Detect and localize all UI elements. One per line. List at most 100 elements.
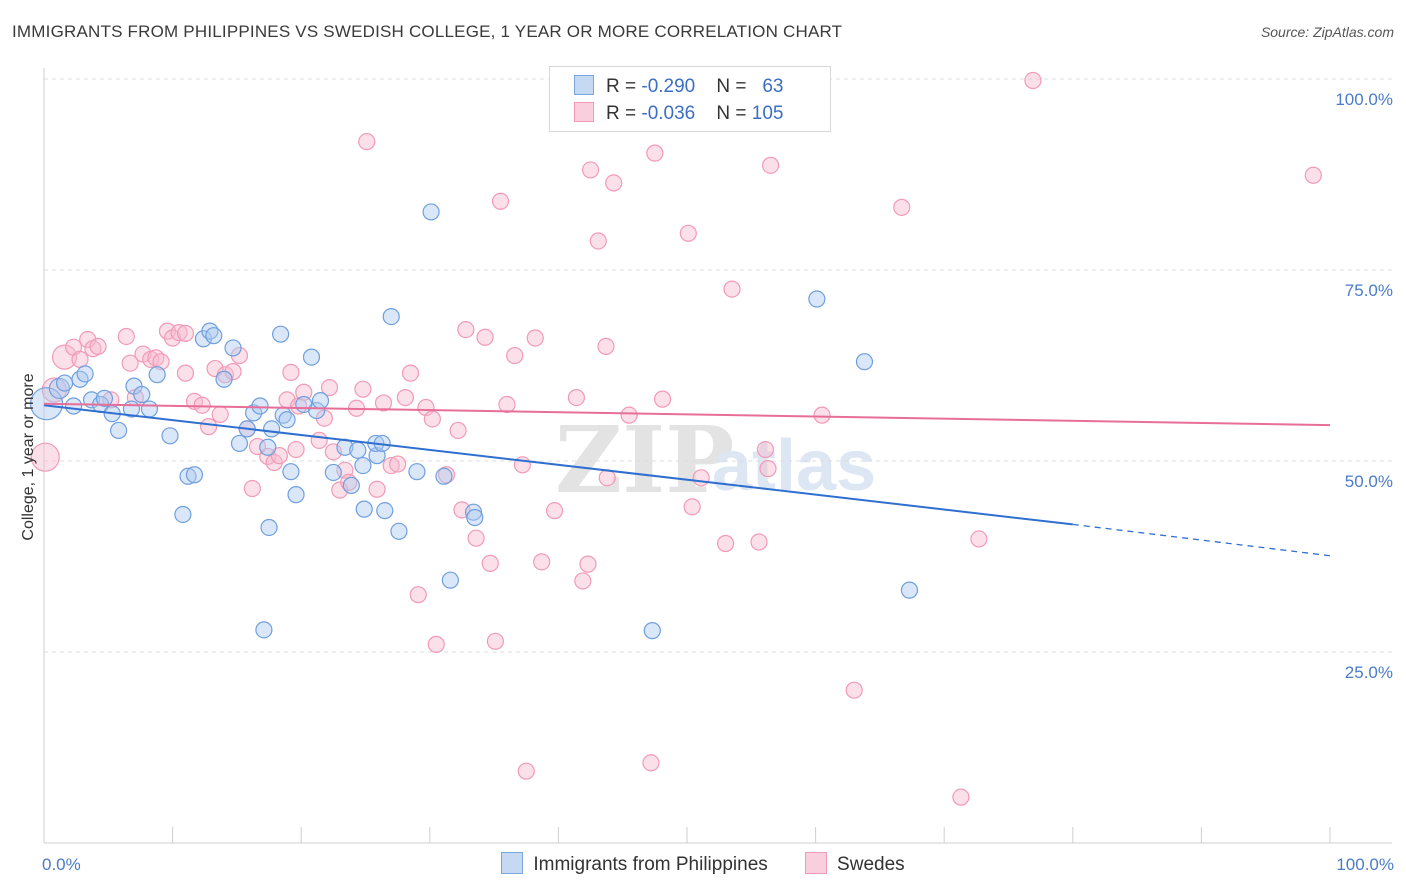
legend-label: Immigrants from Philippines xyxy=(533,854,768,875)
r-value: -0.036 xyxy=(641,103,696,124)
swedes-point xyxy=(491,192,510,210)
swedes-point xyxy=(409,586,427,604)
swedes-point xyxy=(579,555,597,573)
swedes-point xyxy=(354,380,372,398)
swedes-point xyxy=(176,364,195,382)
swedes-point xyxy=(89,337,107,355)
swedes-point xyxy=(200,418,218,436)
swedes-point xyxy=(653,390,672,408)
philippines-point xyxy=(354,456,372,475)
philippines-point xyxy=(900,581,919,599)
philippines-point xyxy=(55,374,74,392)
swedes-point xyxy=(683,498,701,516)
philippines-point xyxy=(441,571,459,589)
philippines-point xyxy=(251,397,269,415)
axes xyxy=(43,68,1392,844)
philippines-point xyxy=(224,339,242,357)
swedes-point xyxy=(598,469,616,487)
swedes-point xyxy=(750,533,768,551)
philippines-point xyxy=(308,401,326,420)
x-tick-label-min: 0.0% xyxy=(42,855,81,874)
swedes-point xyxy=(243,479,261,498)
swedes-point xyxy=(723,280,741,298)
philippines-point xyxy=(263,420,281,438)
swedes-point xyxy=(646,144,664,162)
philippines-point xyxy=(272,325,290,343)
philippines-point xyxy=(435,467,453,485)
philippines-point xyxy=(855,353,874,371)
philippines-point xyxy=(349,441,367,459)
swedes-point xyxy=(467,529,485,547)
swedes-point xyxy=(368,480,386,498)
swedes-point xyxy=(30,442,60,472)
y-tick-label: 50.0% xyxy=(1345,472,1393,491)
y-tick-label: 25.0% xyxy=(1345,663,1393,682)
philippines-point xyxy=(302,348,321,366)
swedes-point xyxy=(193,396,211,414)
swedes-point xyxy=(117,327,135,346)
swedes-points xyxy=(30,70,1322,806)
legend-swatch-blue xyxy=(501,852,524,874)
philippines-point xyxy=(133,385,151,404)
swedes-point xyxy=(358,133,376,151)
swedes-point xyxy=(389,455,407,473)
swedes-point xyxy=(270,447,288,465)
swedes-point xyxy=(396,388,414,407)
legend-item-swedes: Swedes xyxy=(805,852,905,876)
swedes-point xyxy=(295,383,313,401)
philippines-point xyxy=(215,370,233,388)
legend-item-philippines: Immigrants from Philippines xyxy=(501,852,768,876)
chart-title: IMMIGRANTS FROM PHILIPPINES VS SWEDISH C… xyxy=(12,22,843,41)
philippines-point xyxy=(422,203,440,221)
legend-swatch-blue xyxy=(574,75,594,95)
philippines-point xyxy=(64,397,83,415)
swedes-point xyxy=(533,553,551,571)
swedes-point xyxy=(498,395,516,414)
swedes-trend-line xyxy=(43,402,1331,427)
swedes-point xyxy=(813,406,831,424)
philippines-point xyxy=(408,463,426,481)
swedes-point xyxy=(320,379,339,397)
philippines-point xyxy=(161,427,179,445)
philippines-point xyxy=(282,463,300,481)
swedes-point xyxy=(51,344,78,370)
n-value: 63 xyxy=(762,76,784,97)
swedes-point xyxy=(692,469,710,487)
philippines-point xyxy=(230,434,249,453)
philippines-point xyxy=(376,502,394,520)
swedes-point xyxy=(423,410,441,428)
swedes-point xyxy=(287,440,305,459)
gridlines xyxy=(44,78,1392,653)
philippines-point xyxy=(174,505,192,524)
swedes-point xyxy=(79,330,97,349)
swedes-point xyxy=(476,328,494,346)
swedes-point xyxy=(620,406,638,424)
swedes-point xyxy=(526,329,544,347)
y-tick-labels: 25.0% 50.0% 75.0% 100.0% xyxy=(1335,90,1393,682)
n-label: N = xyxy=(716,76,752,97)
swedes-point xyxy=(121,354,139,372)
philippines-point xyxy=(259,438,277,456)
swedes-point xyxy=(282,363,300,381)
swedes-point xyxy=(567,388,586,407)
swedes-point xyxy=(605,174,623,192)
swedes-point xyxy=(506,346,524,365)
swedes-point xyxy=(71,350,89,368)
swedes-point xyxy=(893,198,911,216)
swedes-point xyxy=(486,632,504,650)
philippines-points xyxy=(29,203,919,640)
swedes-point xyxy=(574,572,592,590)
swedes-point xyxy=(382,456,400,475)
philippines-point xyxy=(109,421,128,440)
swedes-point xyxy=(952,788,970,806)
swedes-point xyxy=(845,681,863,699)
swedes-point xyxy=(716,534,735,553)
philippines-point xyxy=(95,389,114,407)
swedes-point xyxy=(759,460,777,478)
philippines-trend-extension xyxy=(1072,523,1331,557)
philippines-point xyxy=(260,518,278,537)
swedes-point xyxy=(401,364,420,382)
swedes-point xyxy=(340,473,358,491)
philippines-point xyxy=(808,290,826,308)
swedes-point xyxy=(517,762,535,780)
